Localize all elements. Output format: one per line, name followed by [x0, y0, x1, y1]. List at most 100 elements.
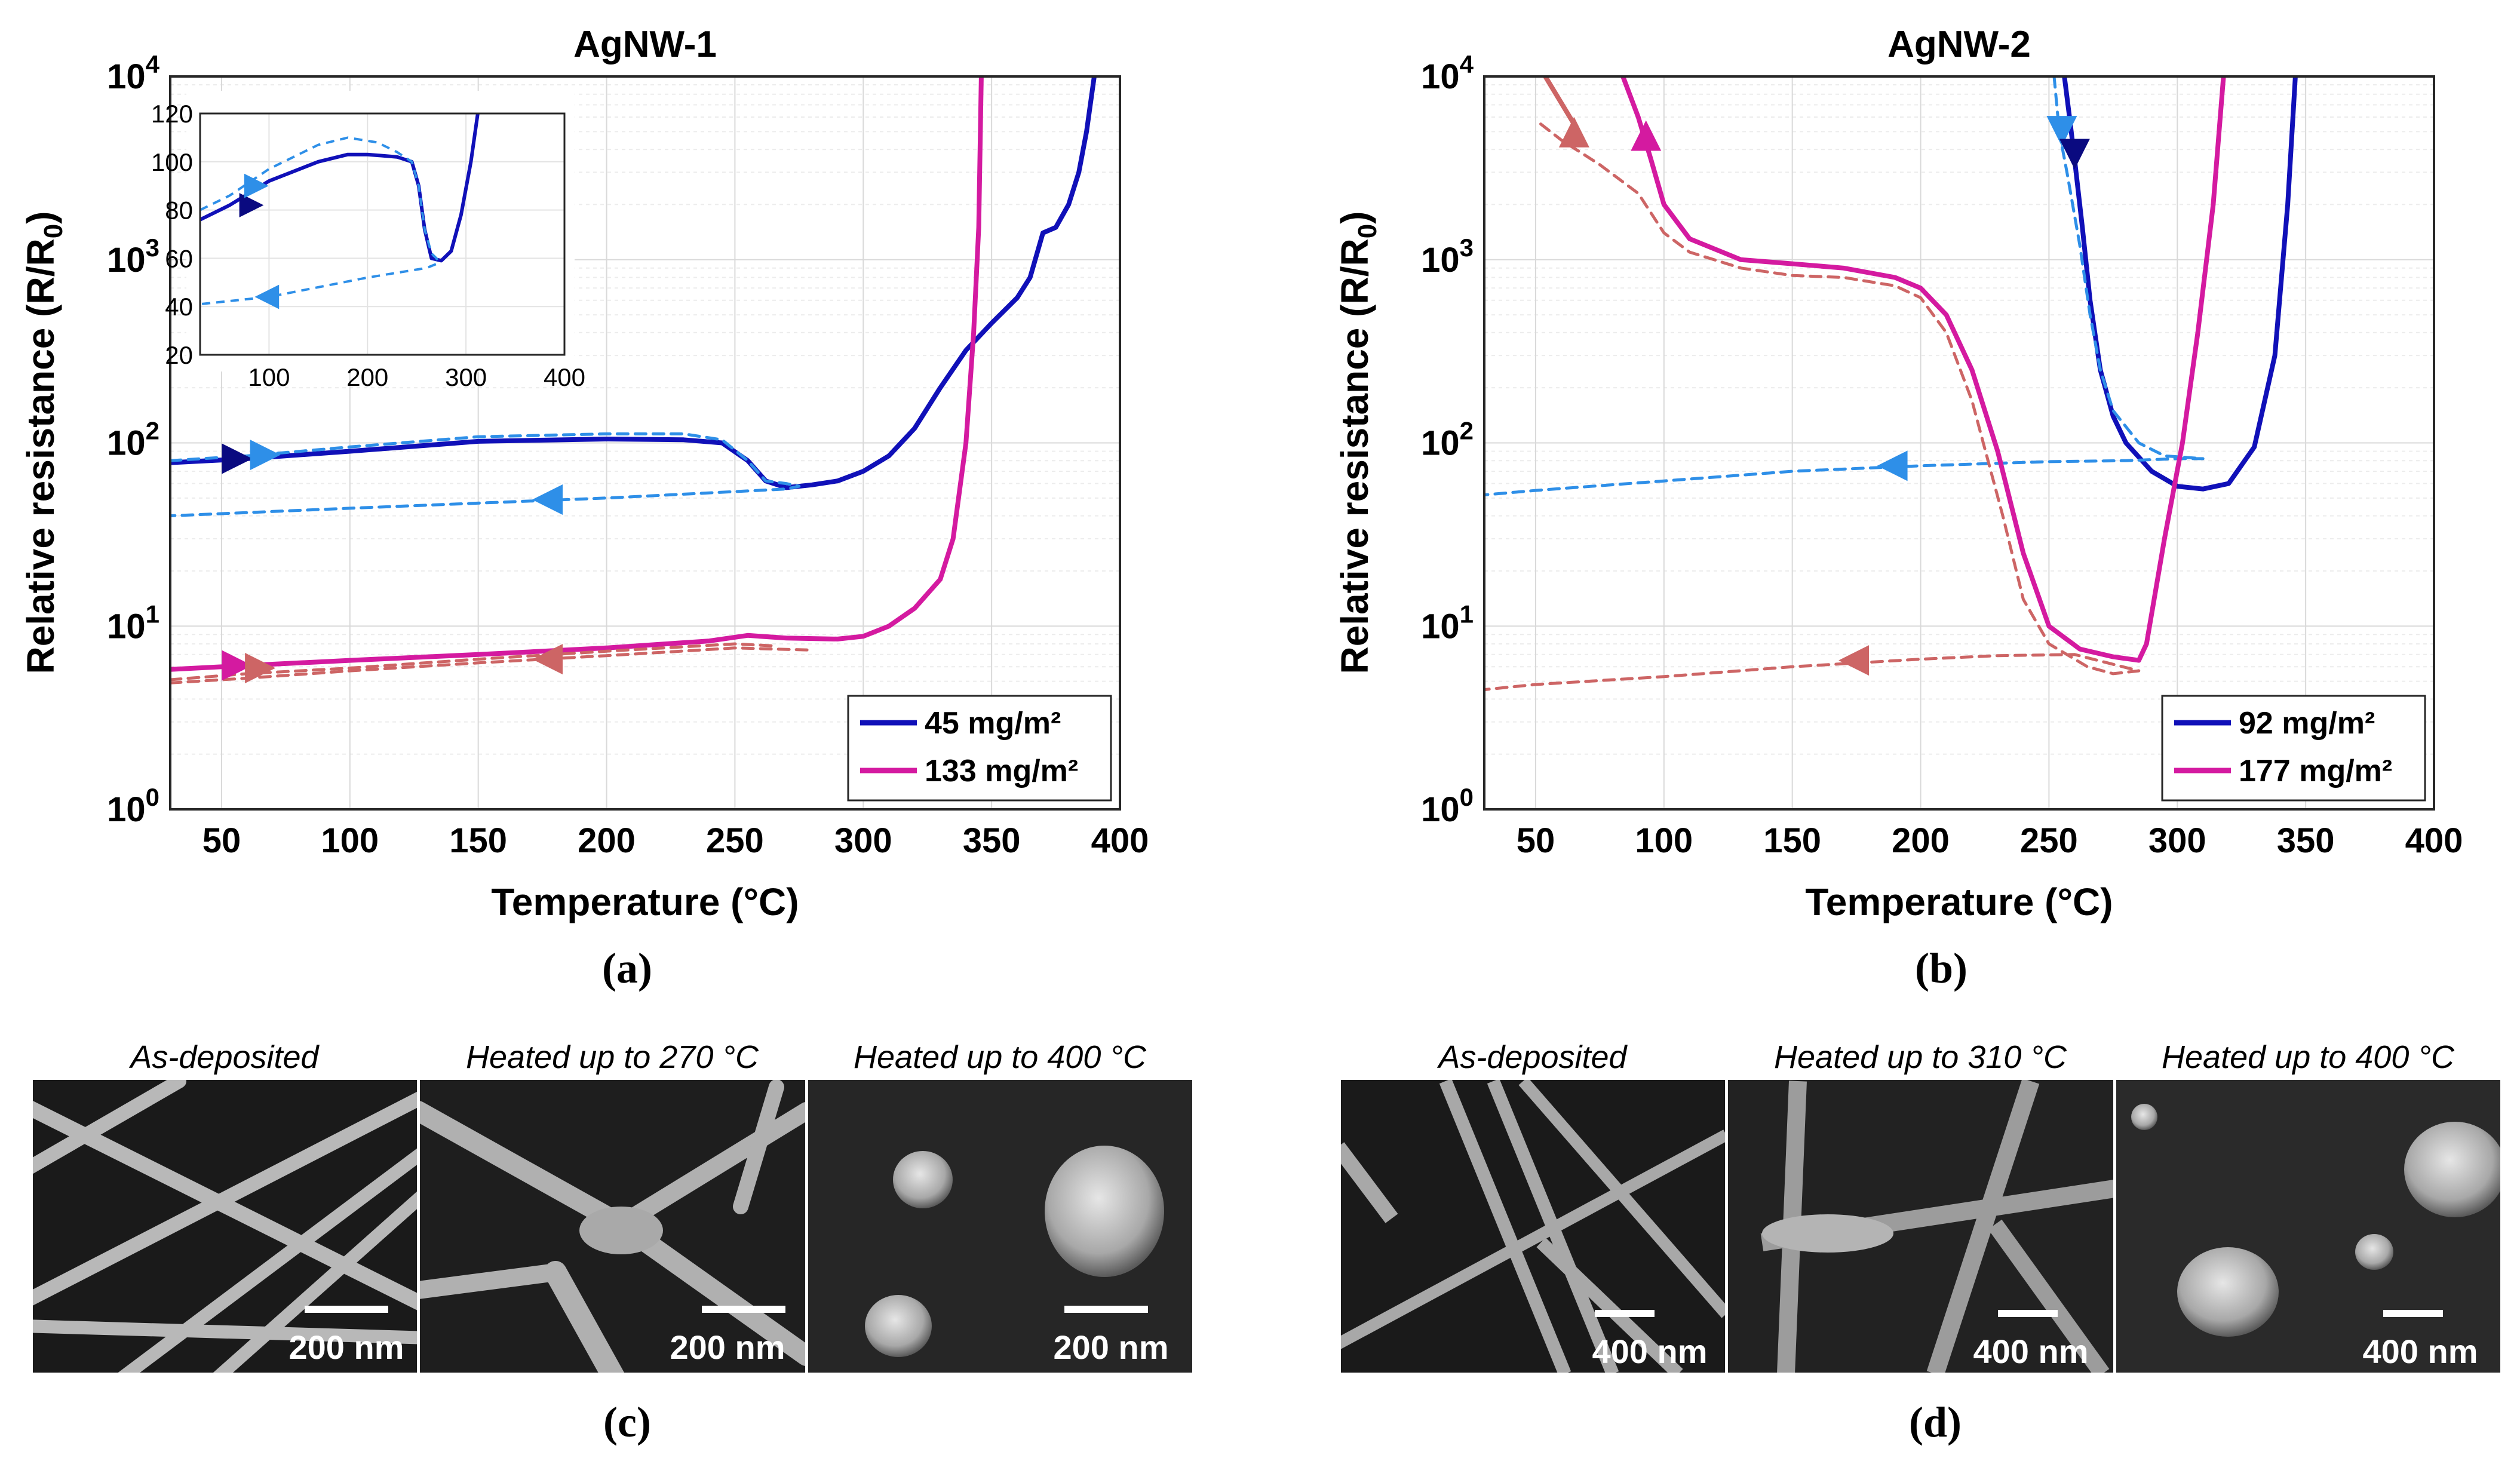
chart-a-xlabel: Temperature (°C) — [491, 880, 799, 923]
panel-label-b: (b) — [1915, 944, 1967, 992]
chart-b-series-1 — [2062, 76, 2298, 492]
chart-a-inset: 20 40 60 80 100 120 100 200 300 400 — [151, 91, 585, 391]
panel-label-c: (c) — [603, 1398, 651, 1446]
chart-b-ylabel: Relative resistance (R/R0) — [1333, 211, 1382, 674]
chart-a-inset-series-2 — [200, 136, 440, 306]
sem-d2-image: 400 nm — [1728, 1080, 2113, 1373]
chart-a-xtick-label: 400 — [1091, 821, 1149, 860]
chart-a-series-3 — [170, 76, 984, 672]
chart-b-title: AgNW-2 — [1887, 24, 2031, 65]
chart-a-inset-xtick-label: 100 — [248, 363, 290, 391]
sem-d1-scale-bar — [1595, 1310, 1655, 1317]
chart-b-legend-item-2: 177 mg/m² — [2239, 754, 2392, 788]
chart-a-xtick-label: 150 — [449, 821, 507, 860]
chart-a-ytick-label: 104 — [107, 50, 160, 96]
sem-c3-scale-label: 200 nm — [1054, 1328, 1169, 1366]
sem-c2-scale-label: 200 nm — [670, 1328, 785, 1366]
chart-b-series-2 — [1484, 76, 2205, 497]
chart-b-xtick-label: 50 — [1517, 821, 1555, 860]
chart-a-inset-ytick-label: 20 — [165, 341, 193, 369]
sem-d3-caption: Heated up to 400 °C — [2162, 1039, 2455, 1075]
sem-d3-scale-bar — [2383, 1310, 2443, 1317]
sem-d1-image: 400 nm — [1341, 1080, 1725, 1373]
chart-b-direction-marker-4 — [2059, 139, 2090, 170]
chart-b-direction-marker-1 — [1558, 116, 1589, 148]
chart-a-inset-ytick-label: 100 — [151, 148, 193, 176]
chart-a-series-2 — [170, 432, 801, 518]
chart-a-inset-direction-marker-3 — [254, 284, 280, 309]
chart-b-ytick-label: 102 — [1421, 417, 1474, 463]
chart-a-inset-ytick-label: 80 — [165, 197, 193, 225]
chart-a-direction-marker-3 — [532, 484, 563, 515]
chart-a-inset-xtick-label: 300 — [445, 363, 487, 391]
chart-a-inset-ytick-label: 40 — [165, 293, 193, 321]
chart-b-series-4 — [1484, 122, 2141, 692]
chart-a-title: AgNW-1 — [573, 24, 717, 65]
chart-b-axes-box — [1483, 75, 2435, 811]
chart-b-xtick-label: 200 — [1892, 821, 1950, 860]
sem-d3-scale-label: 400 nm — [2363, 1333, 2478, 1370]
sem-c2-caption: Heated up to 270 °C — [466, 1039, 759, 1075]
chart-a-direction-marker-4 — [222, 650, 253, 681]
sem-panel-c: As-deposited Heated up to 270 °C Heated … — [33, 1039, 1192, 1446]
chart-a-inset-direction-marker-1 — [239, 193, 264, 217]
chart-a-direction-marker-2 — [250, 440, 281, 471]
sem-d2-scale-bar — [1998, 1310, 2058, 1317]
chart-b-xtick-label: 300 — [2148, 821, 2206, 860]
chart-a-xtick-label: 350 — [963, 821, 1021, 860]
chart-a-legend-item-1: 45 mg/m² — [925, 706, 1061, 741]
chart-a-direction-marker-5 — [245, 653, 276, 684]
panel-label-d: (d) — [1909, 1398, 1962, 1446]
chart-b-direction-marker-2 — [1631, 120, 1662, 151]
chart-a-inset-direction-marker-2 — [244, 173, 269, 198]
chart-a-ytick-label: 100 — [107, 783, 159, 829]
sem-c3-image: 200 nm — [808, 1080, 1192, 1373]
chart-b-xtick-label: 250 — [2020, 821, 2078, 860]
chart-a-xtick-label: 300 — [834, 821, 892, 860]
chart-b-direction-marker-3 — [2046, 116, 2077, 147]
sem-c1-scale-label: 200 nm — [289, 1328, 404, 1366]
chart-a-axes-box — [169, 75, 1121, 811]
chart-b-xtick-label: 350 — [2277, 821, 2335, 860]
chart-b-legend-item-1: 92 mg/m² — [2239, 706, 2375, 741]
sem-c2-scale-bar — [702, 1306, 785, 1313]
sem-d2-scale-label: 400 nm — [1973, 1333, 2089, 1370]
chart-b-ytick-label: 103 — [1421, 234, 1474, 280]
sem-c1-image: 200 nm — [33, 1080, 417, 1373]
chart-a-inset-xtick-label: 200 — [346, 363, 388, 391]
chart-b-xtick-label: 100 — [1635, 821, 1693, 860]
chart-a-inset-xtick-label: 400 — [544, 363, 585, 391]
sem-d2-caption: Heated up to 310 °C — [1774, 1039, 2067, 1075]
chart-a-xtick-label: 100 — [321, 821, 379, 860]
sem-c1-caption: As-deposited — [128, 1039, 320, 1075]
chart-a-direction-marker-6 — [532, 644, 563, 675]
chart-a-xtick-label: 200 — [578, 821, 636, 860]
chart-a-legend: 45 mg/m² 133 mg/m² — [847, 695, 1112, 802]
chart-a-legend-item-2: 133 mg/m² — [925, 754, 1078, 788]
sem-c3-caption: Heated up to 400 °C — [854, 1039, 1147, 1075]
chart-a-xtick-label: 250 — [706, 821, 764, 860]
chart-b-series-5 — [1542, 76, 1579, 131]
sem-panel-d: As-deposited Heated up to 310 °C Heated … — [1341, 1039, 2500, 1446]
chart-a-direction-marker-1 — [222, 443, 253, 474]
panel-label-a: (a) — [602, 944, 652, 992]
sem-c2-image: 200 nm — [420, 1080, 805, 1373]
chart-a-ytick-label: 101 — [107, 600, 159, 646]
chart-a-ylabel: Relative resistance (R/R0) — [19, 211, 68, 674]
chart-b-xlabel: Temperature (°C) — [1805, 880, 2113, 923]
chart-b-legend: 92 mg/m² 177 mg/m² — [2161, 695, 2426, 802]
sem-d1-caption: As-deposited — [1437, 1039, 1628, 1075]
chart-b-direction-marker-5 — [1877, 450, 1908, 481]
chart-a-inset-box — [199, 112, 566, 356]
chart-a-inset-ytick-label: 60 — [165, 244, 193, 272]
chart-b-xtick-label: 400 — [2405, 821, 2463, 860]
chart-a-xtick-label: 50 — [202, 821, 241, 860]
chart-b-xtick-label: 150 — [1763, 821, 1821, 860]
sem-c1-scale-bar — [305, 1306, 388, 1313]
chart-a-inset-ytick-label: 120 — [151, 100, 193, 128]
sem-d1-scale-label: 400 nm — [1592, 1333, 1708, 1370]
sem-d3-image: 400 nm — [2116, 1080, 2500, 1373]
